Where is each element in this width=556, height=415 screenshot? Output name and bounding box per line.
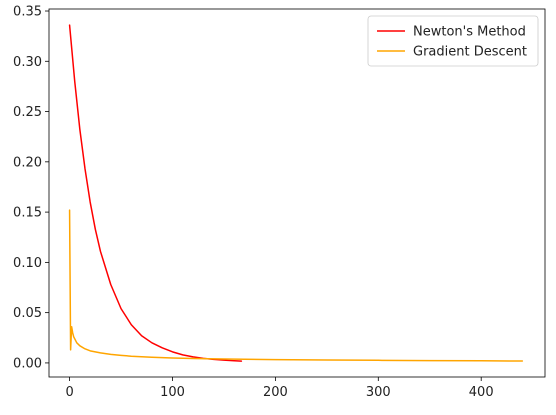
x-tick-label: 400 [469,385,494,400]
y-tick-label: 0.05 [13,306,42,321]
y-tick-label: 0.10 [13,256,42,271]
x-axis: 0 100 200 300 400 [65,377,494,400]
y-axis: 0.00 0.05 0.10 0.15 0.20 0.25 0.30 0.35 [13,5,49,371]
x-tick-label: 300 [366,385,391,400]
legend: Newton's Method Gradient Descent [367,15,539,67]
legend-box [367,15,539,67]
series-layer [68,24,524,362]
y-tick-label: 0.15 [13,206,42,221]
plot-background [49,9,545,377]
x-tick-label: 0 [65,385,73,400]
plot-frame [48,8,546,378]
series-line-1 [68,209,524,362]
y-tick-label: 0.20 [13,155,42,170]
x-tick-label: 100 [160,385,185,400]
y-tick-label: 0.00 [13,356,42,371]
legend-label-1: Gradient Descent [413,45,527,60]
y-tick-label: 0.35 [13,5,42,20]
x-tick-label: 200 [263,385,288,400]
legend-label-0: Newton's Method [413,25,526,40]
y-tick-label: 0.25 [13,105,42,120]
y-tick-label: 0.30 [13,55,42,70]
